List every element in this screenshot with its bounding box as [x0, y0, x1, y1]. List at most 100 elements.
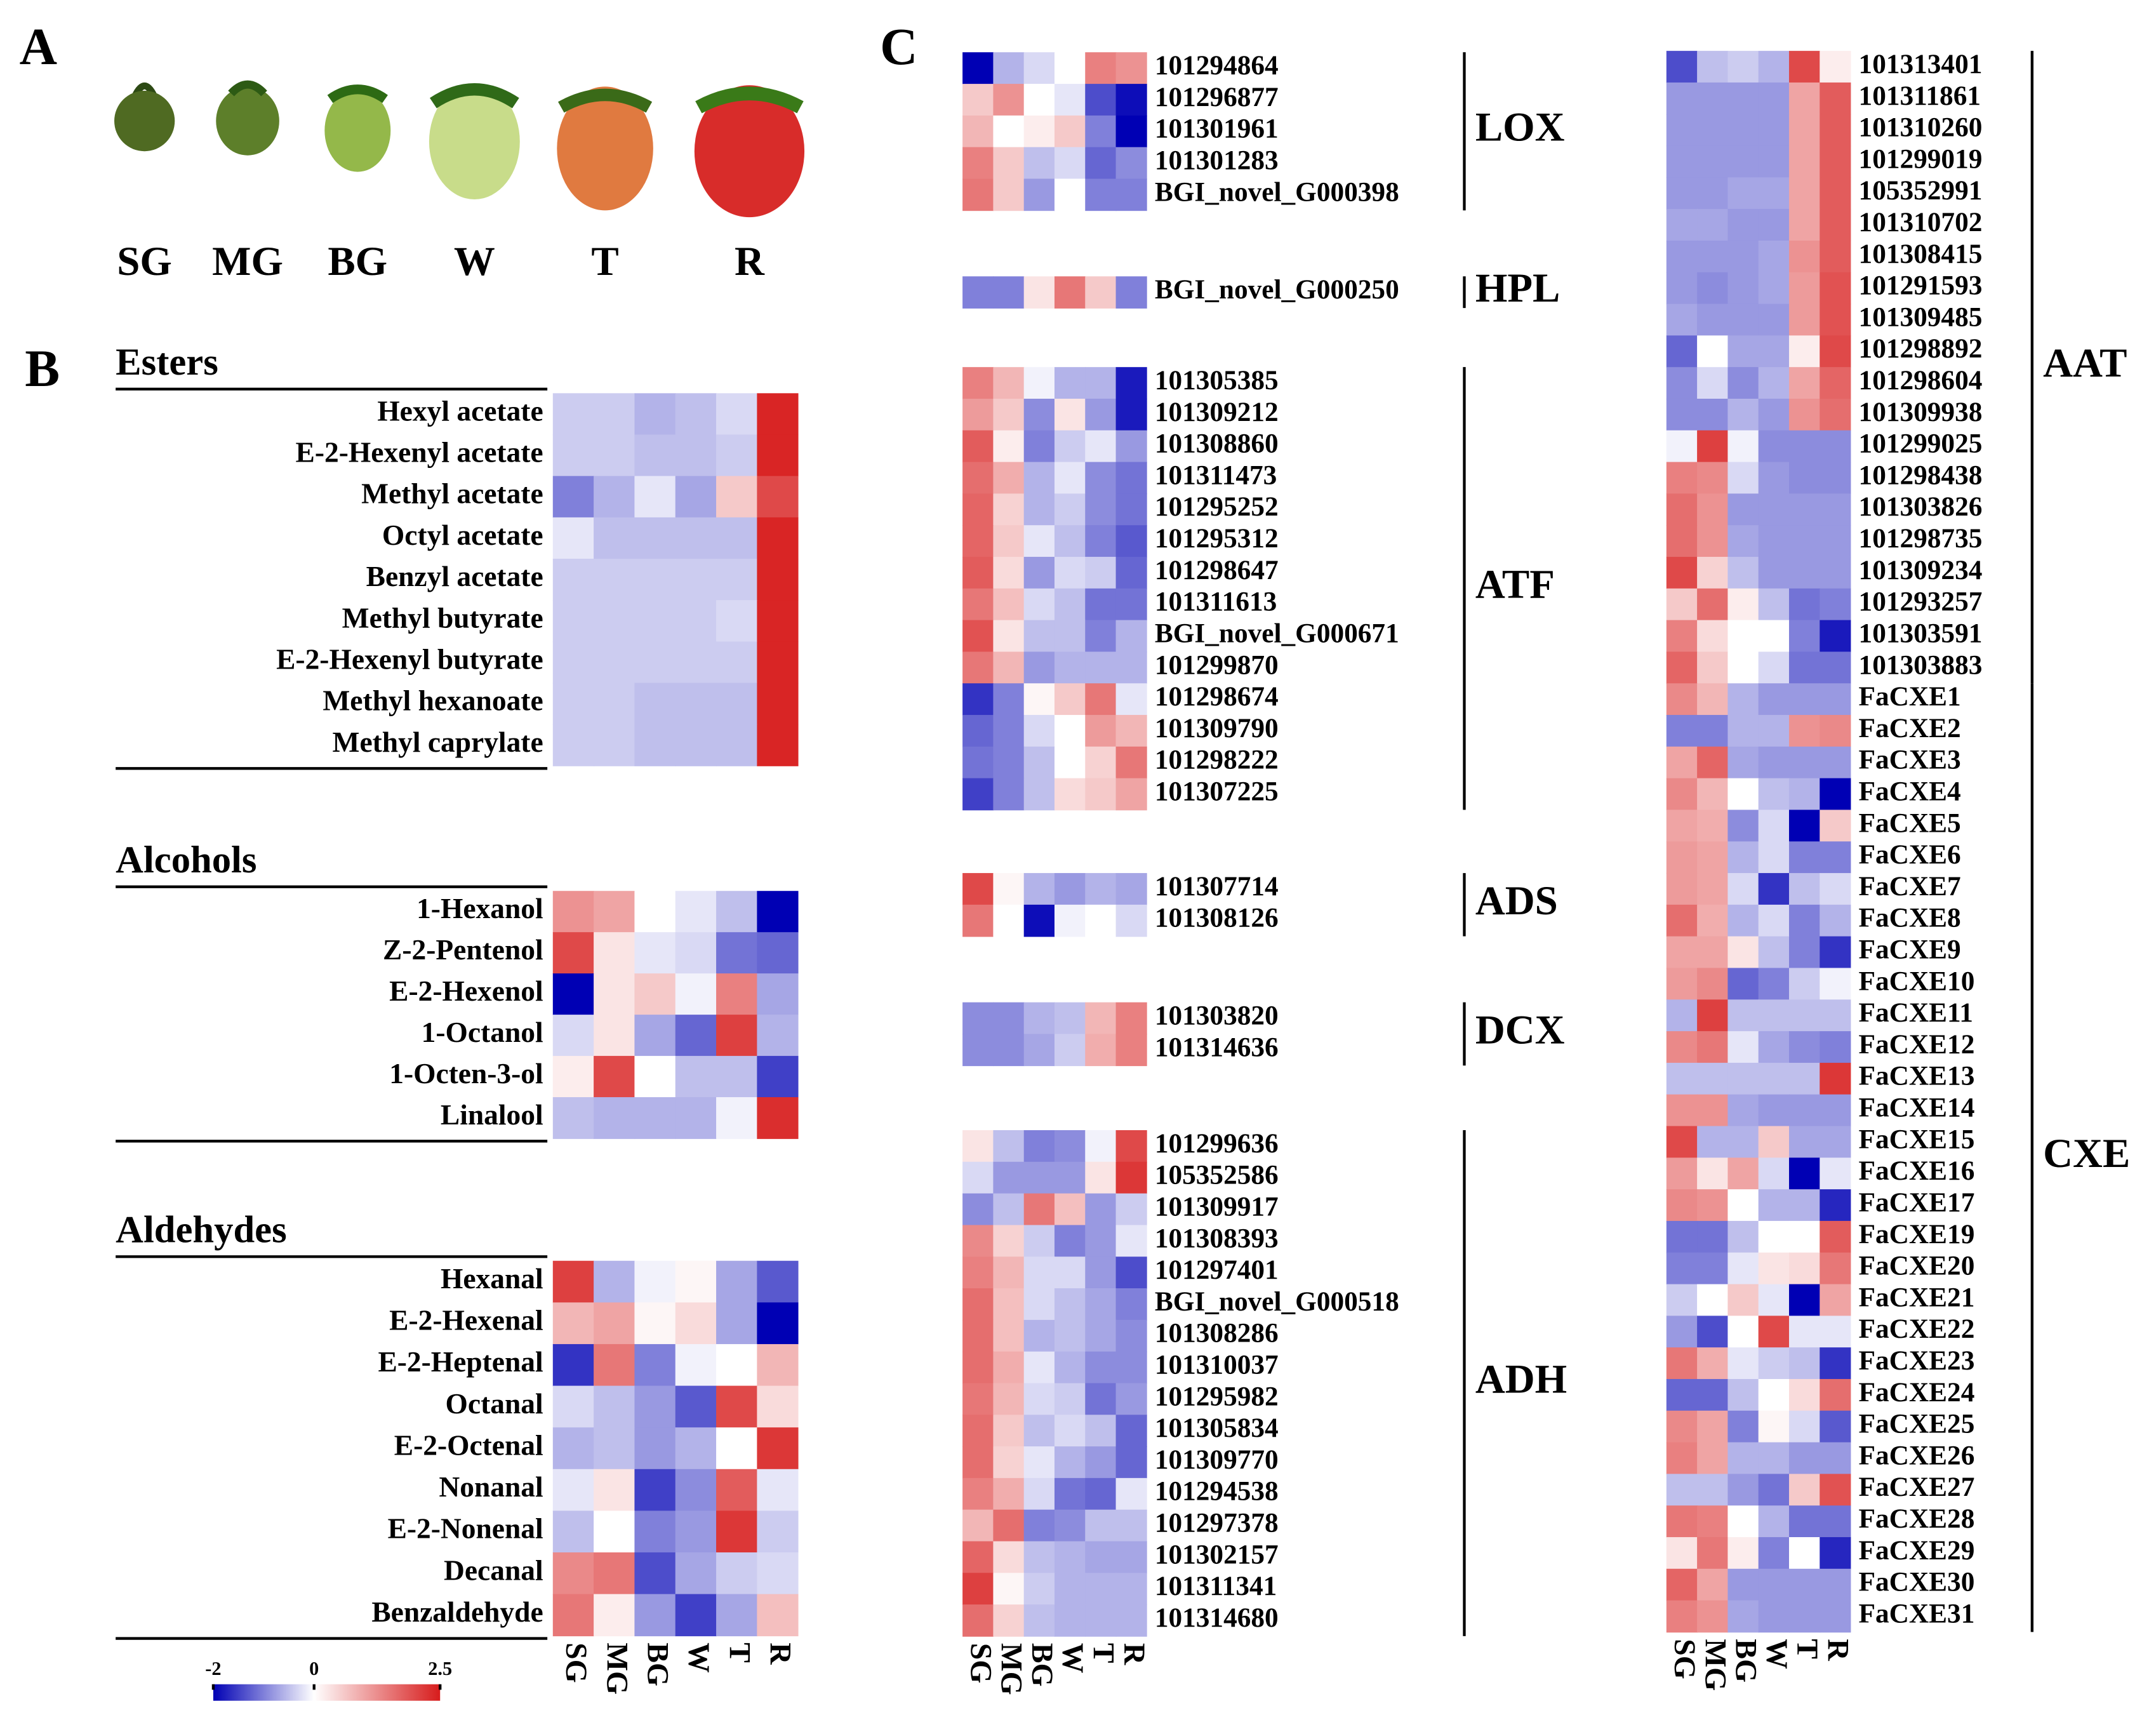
heatmap-cell	[1115, 493, 1147, 526]
heatmap-cell	[1788, 588, 1821, 621]
heatmap-cell	[1820, 873, 1851, 905]
column-label: MG	[1698, 1639, 1731, 1691]
row-label: BGI_novel_G000518	[1155, 1286, 1399, 1317]
row-label: 101311861	[1859, 81, 1981, 111]
heatmap-cell	[1727, 1410, 1759, 1443]
panel-letter: C	[880, 18, 917, 76]
heatmap-cell	[993, 683, 1025, 716]
heatmap-cell	[1085, 462, 1117, 495]
row-label: 101314680	[1155, 1603, 1279, 1633]
column-label: W	[682, 1643, 715, 1673]
heatmap-cell	[1023, 620, 1055, 653]
heatmap-cell	[1697, 240, 1729, 273]
heatmap-cell	[1023, 52, 1055, 84]
heatmap-cell	[634, 434, 676, 477]
heatmap-cell	[1085, 1130, 1117, 1163]
heatmap-cell	[1666, 1568, 1698, 1601]
heatmap-cell	[1758, 620, 1790, 653]
heatmap-cell	[1788, 493, 1821, 526]
heatmap-cell	[1788, 335, 1821, 368]
row-label: Hexyl acetate	[377, 394, 543, 427]
heatmap-cell	[962, 683, 994, 716]
heatmap-cell	[1054, 1193, 1086, 1226]
row-label: FaCXE28	[1859, 1503, 1975, 1534]
row-label: FaCXE8	[1859, 903, 1961, 933]
heatmap-cell	[1727, 1442, 1759, 1475]
heatmap-cell	[1820, 841, 1851, 874]
heatmap-cell	[1758, 240, 1790, 273]
heatmap-cell	[757, 1594, 799, 1637]
row-label: 101302157	[1155, 1539, 1279, 1570]
column-label: W	[1056, 1643, 1089, 1674]
heatmap-cell	[1054, 147, 1086, 180]
heatmap-cell	[993, 147, 1025, 180]
heatmap-cell	[993, 1477, 1025, 1510]
heatmap-cell	[1666, 367, 1698, 399]
heatmap-cell	[1054, 715, 1086, 747]
heatmap-cell	[757, 1427, 799, 1470]
row-label: 101298222	[1155, 745, 1279, 775]
heatmap-cell	[1820, 1284, 1851, 1317]
heatmap-cell	[962, 430, 994, 463]
heatmap-cell	[594, 724, 635, 766]
row-label: FaCXE25	[1859, 1409, 1975, 1439]
heatmap-cell	[1054, 651, 1086, 684]
heatmap-cell	[1820, 715, 1851, 747]
heatmap-cell	[1820, 651, 1851, 684]
heatmap-cell	[1820, 1537, 1851, 1570]
heatmap-cell	[1023, 1446, 1055, 1479]
heatmap-cell	[1054, 178, 1086, 211]
heatmap-cell	[1727, 557, 1759, 589]
heatmap-cell	[552, 683, 594, 725]
heatmap-cell	[1023, 1193, 1055, 1226]
heatmap-cell	[962, 178, 994, 211]
heatmap-cell	[1666, 272, 1698, 305]
heatmap-cell	[1697, 1442, 1729, 1475]
row-label: 101305834	[1155, 1413, 1279, 1443]
heatmap-cell	[1788, 1220, 1821, 1253]
heatmap-cell	[716, 1015, 758, 1057]
heatmap-cell	[716, 891, 758, 933]
heatmap-cell	[1697, 936, 1729, 969]
heatmap-cell	[594, 1343, 635, 1387]
row-label: 101303826	[1859, 491, 1983, 522]
heatmap-cell	[634, 559, 676, 601]
heatmap-cell	[1788, 1252, 1821, 1285]
heatmap-cell	[1666, 177, 1698, 210]
row-label: 101294538	[1155, 1476, 1279, 1507]
heatmap-cell	[1054, 1383, 1086, 1416]
heatmap-cell	[993, 620, 1025, 653]
heatmap-cell	[1666, 746, 1698, 779]
heatmap-cell	[1727, 778, 1759, 811]
heatmap-cell	[1054, 398, 1086, 431]
heatmap-cell	[962, 746, 994, 779]
row-label: 101311473	[1155, 460, 1277, 490]
heatmap-cell	[594, 600, 635, 643]
heatmap-cell	[675, 973, 717, 1015]
heatmap-cell	[1023, 1351, 1055, 1384]
heatmap-cell	[1054, 1225, 1086, 1258]
row-label: 101305385	[1155, 365, 1279, 396]
heatmap-cell	[1758, 1442, 1790, 1475]
heatmap-cell	[1727, 145, 1759, 178]
row-label: 101307225	[1155, 776, 1279, 806]
heatmap-cell	[1085, 1604, 1117, 1637]
heatmap-cell	[962, 1604, 994, 1637]
column-label: BG	[1025, 1643, 1058, 1687]
column-label: SG	[559, 1643, 592, 1683]
heatmap-cell	[1085, 1257, 1117, 1289]
heatmap-cell	[1054, 557, 1086, 589]
heatmap-cell	[1054, 746, 1086, 779]
row-label: Linalool	[441, 1098, 543, 1131]
fruit-photos	[114, 80, 805, 218]
row-label: 101298647	[1155, 555, 1279, 585]
heatmap-cell	[1697, 1537, 1729, 1570]
heatmap-cell	[1697, 1316, 1729, 1349]
heatmap-cell	[1023, 1225, 1055, 1258]
heatmap-cell	[1023, 588, 1055, 621]
heatmap-cell	[1788, 968, 1821, 1001]
heatmap-cell	[1054, 367, 1086, 399]
heatmap-cell	[757, 973, 799, 1015]
heatmap-cell	[1666, 51, 1698, 83]
row-label: FaCXE30	[1859, 1567, 1975, 1597]
